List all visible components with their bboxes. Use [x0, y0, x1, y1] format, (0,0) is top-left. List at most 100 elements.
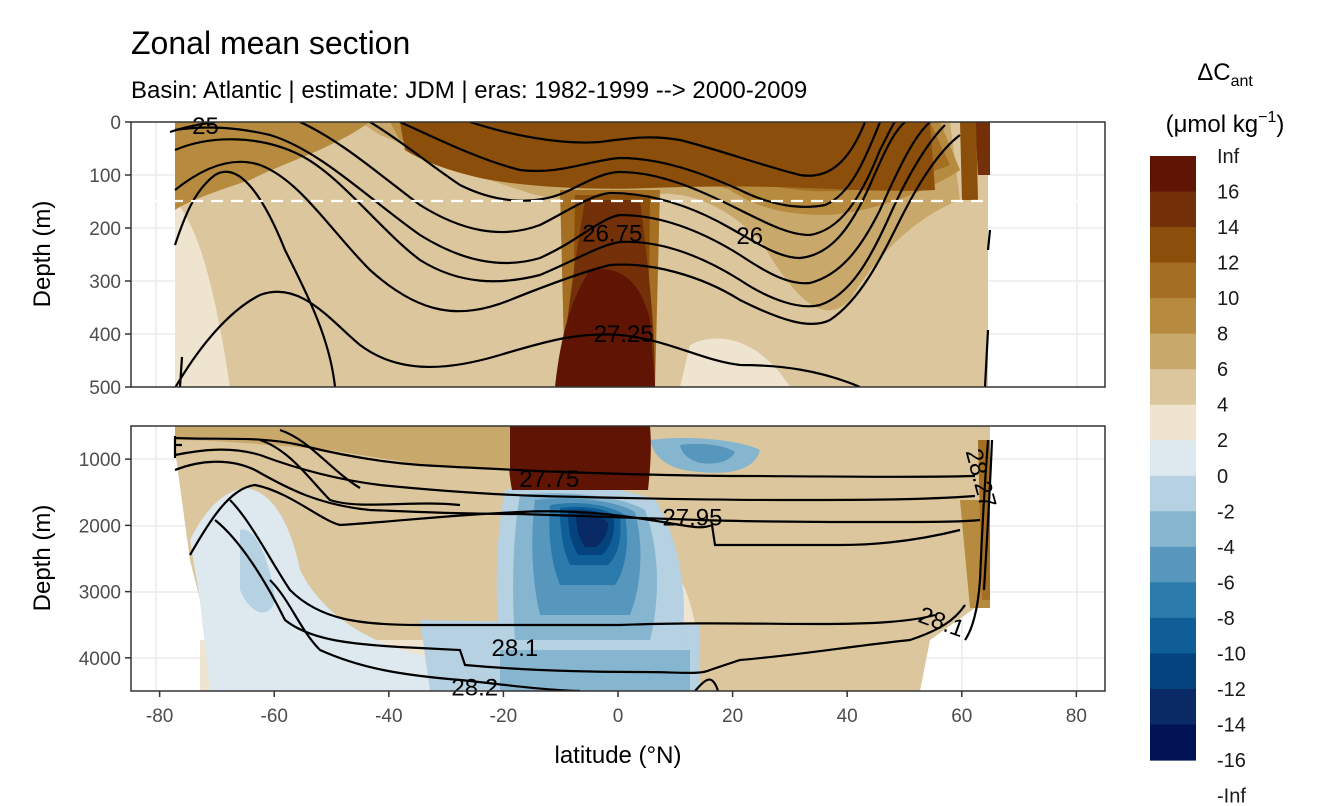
upper-band-0-2-mid [680, 338, 790, 387]
lower-contour-label: 28.1 [492, 635, 539, 662]
y-tick-label: 300 [89, 272, 121, 293]
upper-contour-label: 26 [736, 223, 763, 250]
upper-band-north-edge-strip [960, 122, 978, 200]
upper-band-6-8-left [175, 122, 370, 210]
legend-break-label: -2 [1217, 501, 1235, 523]
upper-band-north-edge [975, 122, 990, 175]
legend-swatch [1150, 688, 1196, 726]
legend-swatch [1150, 653, 1196, 690]
y-tick-label: 3000 [79, 583, 121, 604]
x-tick-label: -20 [490, 706, 517, 727]
lower-contour-label: 28.2 [451, 675, 498, 702]
lower-band-equatorial-blue-7 [576, 513, 608, 547]
legend-units-exponent: −1 [1258, 109, 1276, 126]
upper-contour-label: 26.75 [582, 220, 642, 247]
legend-break-label: -8 [1217, 608, 1235, 630]
legend-break-label: 4 [1217, 395, 1228, 417]
x-tick-label: -80 [146, 706, 173, 727]
legend-break-label: -16 [1217, 750, 1246, 772]
x-tick-label: 60 [951, 706, 972, 727]
legend-swatch [1150, 298, 1196, 335]
upper-band-0-2-left [175, 200, 230, 387]
lower-panel: 27.75 27.95 28.1 28.1 28.2 28.27 [130, 425, 1106, 702]
legend-break-label: Inf [1217, 146, 1240, 168]
legend-swatch [1150, 546, 1196, 583]
legend-swatches [1150, 156, 1196, 761]
legend-swatch [1150, 582, 1196, 619]
legend-swatch [1150, 617, 1196, 655]
legend-swatch [1150, 369, 1196, 406]
upper-panel-border [130, 121, 1106, 388]
lower-isopycnals [173, 428, 994, 691]
lower-contour-label: 27.95 [662, 504, 722, 531]
y-axis-title-lower: Depth (m) [29, 505, 56, 612]
legend-break-label: -Inf [1217, 786, 1246, 806]
y-tick-label: 4000 [79, 649, 121, 670]
legend-swatch [1150, 475, 1196, 512]
legend-break-label: 12 [1217, 253, 1239, 275]
legend-swatch [1150, 440, 1196, 477]
legend-units-text: (μmol kg [1166, 111, 1259, 138]
legend-title-main: ΔC [1197, 59, 1230, 86]
x-tick-label: -60 [261, 706, 288, 727]
legend-swatch [1150, 191, 1196, 228]
legend-break-label: -12 [1217, 679, 1246, 701]
legend-break-label: 8 [1217, 324, 1228, 346]
legend-break-label: -4 [1217, 537, 1235, 559]
upper-isopycnals [169, 122, 992, 387]
lower-band-0-to-minus2 [190, 488, 700, 691]
y-tick-label: 100 [89, 166, 121, 187]
legend-units-close: ) [1276, 111, 1284, 138]
x-tick-label: 0 [613, 706, 624, 727]
legend-break-label: -14 [1217, 714, 1246, 736]
legend-break-label: 0 [1217, 466, 1228, 488]
y-axis-title-upper: Depth (m) [29, 201, 56, 308]
legend-swatch [1150, 724, 1196, 761]
upper-contour-label: 27.25 [594, 321, 654, 348]
legend-break-label: 2 [1217, 430, 1228, 452]
y-tick-label: 500 [89, 378, 121, 399]
legend-break-label: -10 [1217, 643, 1246, 665]
legend-title: ΔCant [1197, 59, 1253, 90]
lower-band-deep-blue-bottom [500, 650, 690, 691]
legend-swatch [1150, 404, 1196, 441]
legend-swatch [1150, 156, 1196, 193]
x-tick-label: 20 [722, 706, 743, 727]
legend-break-label: 10 [1217, 288, 1239, 310]
y-tick-label: 0 [110, 113, 121, 134]
legend-break-label: 14 [1217, 217, 1239, 239]
upper-panel: 26 26.75 27.25 25 [130, 113, 1106, 388]
upper-contour-labels: 26 26.75 27.25 25 [192, 113, 763, 348]
chart-subtitle: Basin: Atlantic | estimate: JDM | eras: … [131, 77, 807, 104]
x-tick-label: 40 [837, 706, 858, 727]
y-tick-label: 400 [89, 325, 121, 346]
lower-band-north-blue-core [680, 443, 735, 464]
y-tick-label: 1000 [79, 450, 121, 471]
x-axis-title: latitude (°N) [555, 742, 682, 769]
y-tick-label: 2000 [79, 516, 121, 537]
upper-band-equatorial-core-4 [555, 269, 655, 387]
x-tick-label: 80 [1066, 706, 1087, 727]
legend-title-subscript: ant [1231, 73, 1254, 90]
legend-swatch [1150, 227, 1196, 264]
upper-contour-label: 25 [192, 113, 219, 140]
legend-break-label: 16 [1217, 182, 1239, 204]
legend-break-label: -6 [1217, 572, 1235, 594]
y-tick-label: 200 [89, 219, 121, 240]
legend-labels: Inf 16 14 12 10 8 6 4 2 0 -2 -4 -6 -8 -10 -12 -14 -16 -Inf [1217, 146, 1246, 806]
lower-contour-label: 27.75 [519, 466, 579, 493]
colorbar-legend: ΔCant (μmol kg−1) Inf 16 14 12 10 8 6 4 2 0 -2 -4 -6… [1150, 59, 1284, 806]
chart-title: Zonal mean section [131, 25, 410, 61]
lower-y-axis: 1000 2000 3000 4000 [79, 450, 131, 670]
legend-swatch [1150, 511, 1196, 548]
legend-break-label: 6 [1217, 359, 1228, 381]
lower-band-brown-tongue [175, 426, 510, 470]
legend-units: (μmol kg−1) [1166, 109, 1285, 138]
x-axis: -80 -60 -40 -20 0 20 40 60 80 [146, 691, 1087, 727]
upper-y-axis: 0 100 200 300 400 500 [89, 113, 131, 399]
upper-band-10-12 [400, 122, 935, 191]
legend-swatch [1150, 262, 1196, 299]
legend-swatch [1150, 333, 1196, 370]
x-tick-label: -40 [375, 706, 402, 727]
